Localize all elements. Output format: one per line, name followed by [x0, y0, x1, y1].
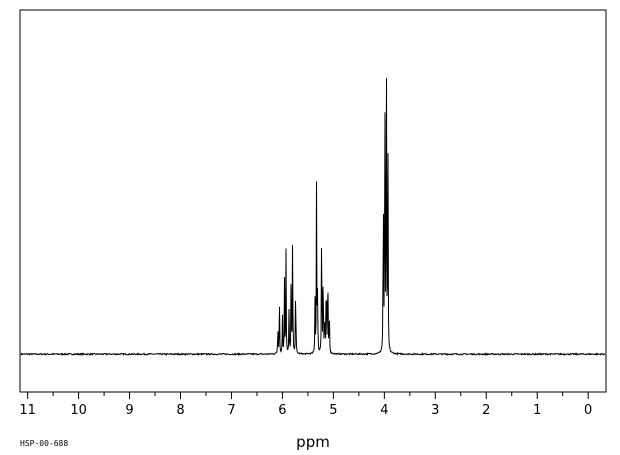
- x-tick-label: 2: [482, 403, 490, 418]
- x-tick-label: 10: [70, 403, 87, 418]
- x-tick-label: 7: [227, 403, 235, 418]
- x-tick-label: 0: [584, 403, 592, 418]
- spectrum-line: [20, 78, 606, 357]
- spectrum-code-label: HSP-00-688: [20, 439, 68, 448]
- spectrum-layer: [20, 78, 606, 357]
- x-tick-label: 8: [176, 403, 184, 418]
- x-axis-label: ppm: [296, 433, 330, 451]
- x-tick-label: 6: [278, 403, 286, 418]
- x-tick-label: 3: [431, 403, 439, 418]
- x-tick-label: 1: [533, 403, 541, 418]
- x-tick-label: 5: [329, 403, 337, 418]
- x-tick-label: 4: [380, 403, 388, 418]
- x-tick-label: 9: [125, 403, 133, 418]
- x-tick-label: 11: [19, 403, 36, 418]
- x-axis: 11 10 9 8 7 6 5 4 3 2 1 0: [19, 392, 592, 418]
- plot-frame: [19, 9, 607, 393]
